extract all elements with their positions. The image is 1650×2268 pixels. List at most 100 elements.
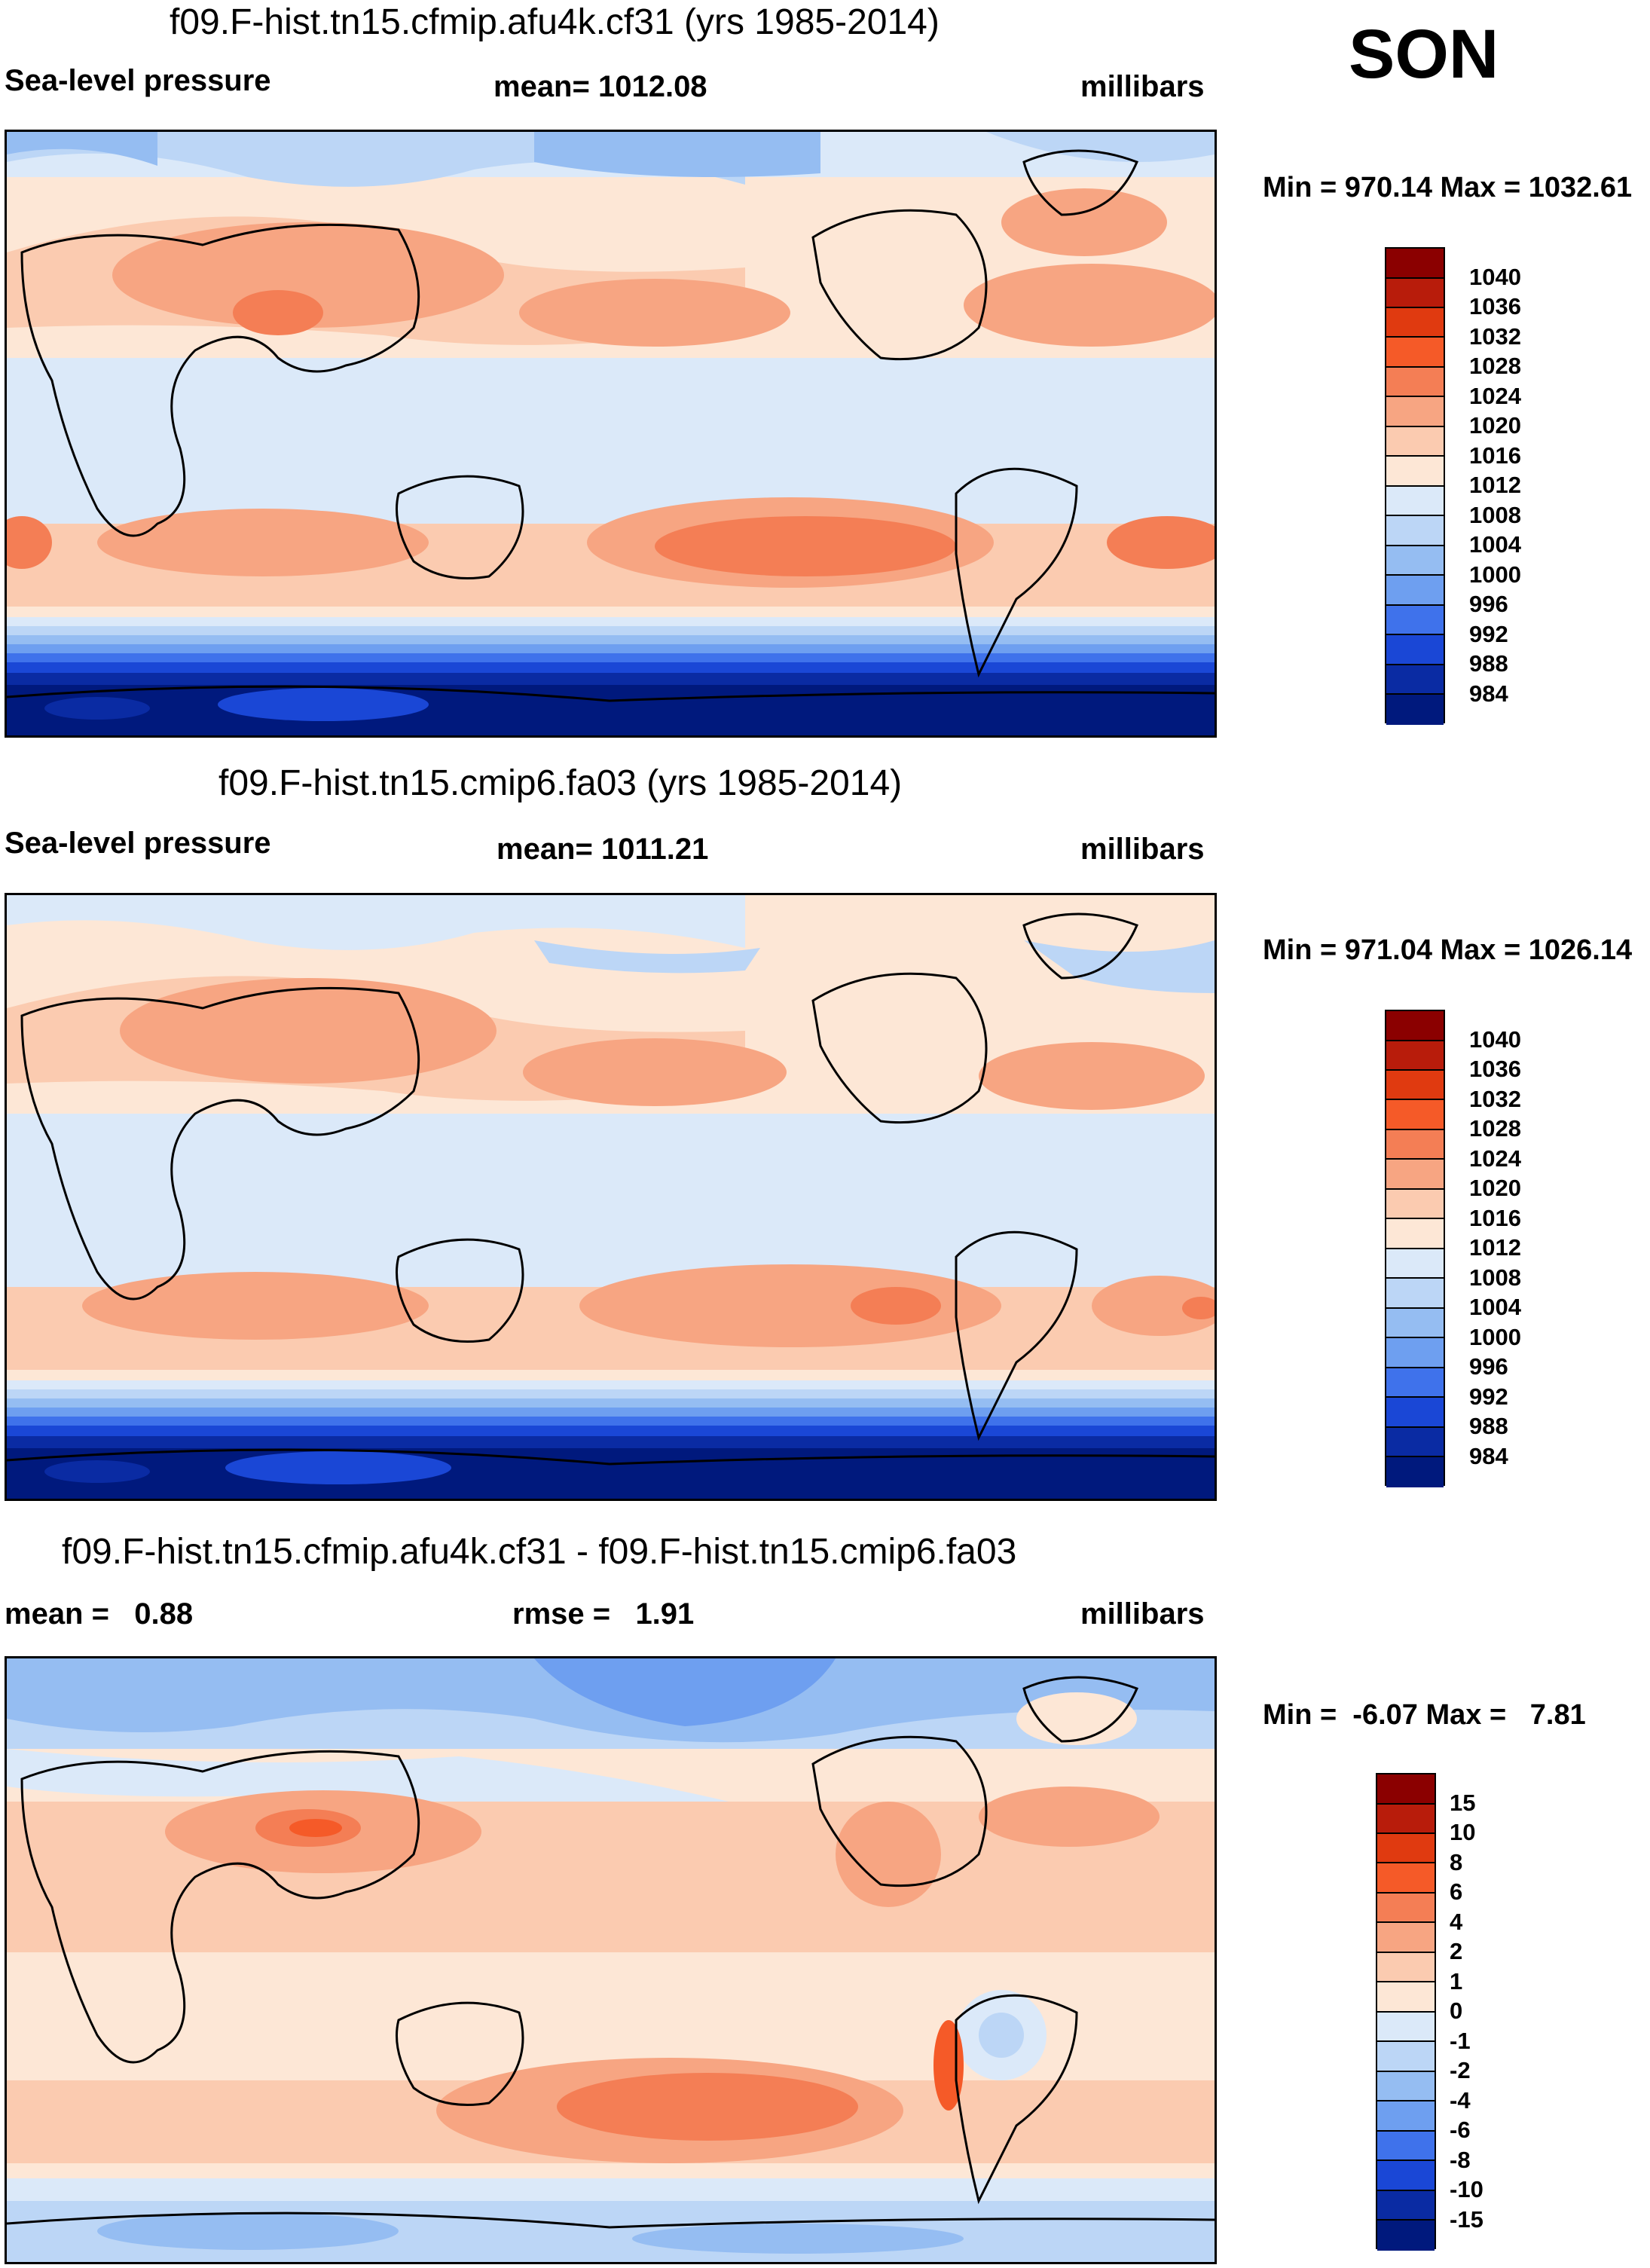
panel2-variable-label: Sea-level pressure xyxy=(5,827,271,860)
panel1-tick-label: 992 xyxy=(1469,621,1508,647)
panel3-map xyxy=(5,1656,1217,2264)
panel2-tick-label: 1028 xyxy=(1469,1115,1521,1142)
panel3-colorbar-seg xyxy=(1377,1805,1435,1834)
panel3-colorbar-seg xyxy=(1377,1863,1435,1894)
panel1-tick-label: 1008 xyxy=(1469,502,1521,528)
panel2-tick-label: 1024 xyxy=(1469,1145,1521,1172)
panel2-map-field xyxy=(7,895,1215,1499)
panel3-colorbar-seg xyxy=(1377,2191,1435,2221)
panel2-colorbar-seg xyxy=(1386,1041,1444,1071)
panel1-tick-label: 996 xyxy=(1469,591,1508,617)
panel2-colorbar-seg xyxy=(1386,1011,1444,1041)
panel3-colorbar-seg xyxy=(1377,2072,1435,2101)
panel1-colorbar-seg xyxy=(1386,397,1444,427)
panel1-colorbar-seg xyxy=(1386,665,1444,695)
panel3-colorbar-seg xyxy=(1377,2132,1435,2161)
panel1-map xyxy=(5,130,1217,738)
panel1-minmax: Min = 970.14 Max = 1032.61 xyxy=(1263,172,1633,203)
panel2-colorbar-seg xyxy=(1386,1398,1444,1428)
panel3-tick-label: 8 xyxy=(1450,1849,1463,1875)
panel2-colorbar xyxy=(1385,1010,1445,1487)
panel1-tick-label: 1016 xyxy=(1469,442,1521,469)
panel1-tick-label: 1024 xyxy=(1469,383,1521,409)
panel1-tick-label: 1004 xyxy=(1469,531,1521,558)
panel1-colorbar-seg xyxy=(1386,427,1444,457)
panel2-colorbar-seg xyxy=(1386,1279,1444,1309)
panel2-map xyxy=(5,893,1217,1501)
panel3-units-label: millibars xyxy=(1080,1597,1205,1631)
panel2-tick-label: 1004 xyxy=(1469,1294,1521,1320)
panel1-map-field xyxy=(7,132,1215,735)
panel2-colorbar-seg xyxy=(1386,1428,1444,1457)
panel3-colorbar-seg xyxy=(1377,1923,1435,1953)
panel2-tick-label: 1012 xyxy=(1469,1234,1521,1261)
panel3-tick-label: 0 xyxy=(1450,1997,1463,2024)
panel3-tick-label: 6 xyxy=(1450,1878,1463,1905)
panel2-colorbar-seg xyxy=(1386,1338,1444,1368)
panel1-colorbar-seg xyxy=(1386,279,1444,308)
panel1-tick-label: 988 xyxy=(1469,650,1508,677)
panel3-tick-label: -6 xyxy=(1450,2117,1471,2143)
panel1-tick-label: 1012 xyxy=(1469,472,1521,498)
panel3-tick-label: -15 xyxy=(1450,2206,1483,2233)
panel2-colorbar-seg xyxy=(1386,1100,1444,1130)
panel3-colorbar-seg xyxy=(1377,2101,1435,2132)
panel2-title: f09.F-hist.tn15.cmip6.fa03 (yrs 1985-201… xyxy=(218,763,903,803)
panel1-colorbar-seg xyxy=(1386,249,1444,279)
panel1-colorbar-seg xyxy=(1386,308,1444,338)
panel3-colorbar-seg xyxy=(1377,1953,1435,1982)
panel1-colorbar-seg xyxy=(1386,338,1444,368)
panel3-tick-label: 10 xyxy=(1450,1819,1476,1845)
panel2-colorbar-seg xyxy=(1386,1368,1444,1398)
panel2-tick-label: 1000 xyxy=(1469,1324,1521,1350)
panel2-colorbar-seg xyxy=(1386,1071,1444,1100)
panel1-variable-label: Sea-level pressure xyxy=(5,64,271,97)
panel2-tick-label: 1032 xyxy=(1469,1086,1521,1112)
panel1-colorbar xyxy=(1385,247,1445,725)
panel1-tick-label: 984 xyxy=(1469,680,1508,707)
panel2-tick-label: 992 xyxy=(1469,1383,1508,1410)
panel1-colorbar-seg xyxy=(1386,516,1444,546)
panel1-mean-label: mean= 1012.08 xyxy=(493,70,707,103)
panel1-colorbar-seg xyxy=(1386,457,1444,487)
panel3-colorbar-seg xyxy=(1377,1894,1435,1923)
panel1-tick-label: 1040 xyxy=(1469,264,1521,290)
panel3-minmax: Min = -6.07 Max = 7.81 xyxy=(1263,1699,1586,1731)
panel3-title: f09.F-hist.tn15.cfmip.afu4k.cf31 - f09.F… xyxy=(62,1532,1017,1572)
panel2-colorbar-seg xyxy=(1386,1160,1444,1190)
panel3-tick-label: 4 xyxy=(1450,1909,1463,1935)
panel2-colorbar-seg xyxy=(1386,1457,1444,1487)
panel2-colorbar-seg xyxy=(1386,1130,1444,1160)
panel1-colorbar-seg xyxy=(1386,368,1444,397)
panel3-tick-label: 15 xyxy=(1450,1790,1476,1816)
panel2-tick-label: 1040 xyxy=(1469,1026,1521,1053)
panel2-colorbar-seg xyxy=(1386,1249,1444,1279)
panel2-units-label: millibars xyxy=(1080,833,1205,866)
panel1-tick-label: 1028 xyxy=(1469,353,1521,379)
panel3-tick-label: 1 xyxy=(1450,1968,1463,1994)
panel1-colorbar-seg xyxy=(1386,487,1444,516)
panel3-tick-label: -8 xyxy=(1450,2147,1471,2173)
panel1-colorbar-seg xyxy=(1386,635,1444,665)
panel3-tick-label: 2 xyxy=(1450,1938,1463,1964)
panel1-units-label: millibars xyxy=(1080,70,1205,103)
panel1-tick-label: 1036 xyxy=(1469,293,1521,319)
panel3-colorbar xyxy=(1376,1773,1436,2251)
panel3-tick-label: -2 xyxy=(1450,2057,1471,2083)
panel3-tick-label: -10 xyxy=(1450,2176,1483,2202)
panel3-rmse-label: rmse = 1.91 xyxy=(512,1597,695,1631)
panel2-tick-label: 1008 xyxy=(1469,1264,1521,1291)
panel3-map-field xyxy=(7,1658,1215,2262)
panel3-colorbar-seg xyxy=(1377,1982,1435,2013)
season-label: SON xyxy=(1349,16,1499,93)
panel3-tick-label: -4 xyxy=(1450,2087,1471,2114)
panel3-colorbar-seg xyxy=(1377,2013,1435,2042)
panel2-tick-label: 984 xyxy=(1469,1443,1508,1469)
panel1-colorbar-seg xyxy=(1386,546,1444,576)
panel3-tick-label: -1 xyxy=(1450,2028,1471,2054)
panel2-tick-label: 1016 xyxy=(1469,1205,1521,1231)
panel1-tick-label: 1032 xyxy=(1469,323,1521,350)
panel3-colorbar-seg xyxy=(1377,2161,1435,2191)
panel3-colorbar-seg xyxy=(1377,1774,1435,1805)
panel2-colorbar-seg xyxy=(1386,1190,1444,1219)
